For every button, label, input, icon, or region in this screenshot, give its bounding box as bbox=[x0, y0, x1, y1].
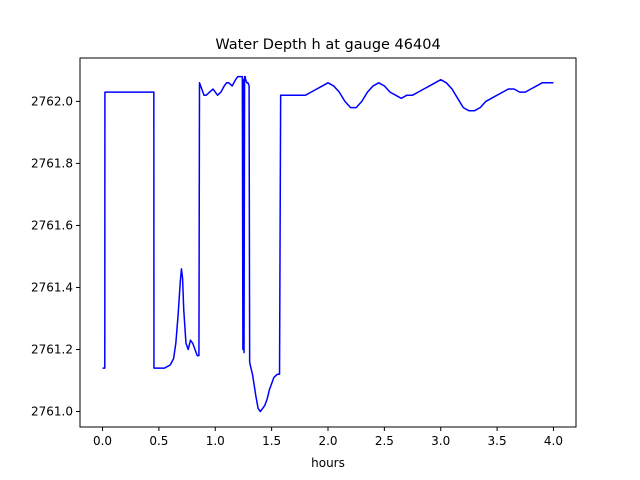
y-tick-label: 2761.6 bbox=[31, 218, 73, 232]
plot-background bbox=[80, 58, 576, 427]
y-tick-label: 2761.4 bbox=[31, 280, 73, 294]
x-tick-label: 2.5 bbox=[375, 434, 394, 448]
x-tick-label: 2.0 bbox=[318, 434, 337, 448]
x-axis-label: hours bbox=[311, 456, 345, 470]
x-tick-label: 4.0 bbox=[544, 434, 563, 448]
y-tick-label: 2762.0 bbox=[31, 94, 73, 108]
x-tick-label: 3.0 bbox=[431, 434, 450, 448]
x-axis: 0.0 0.5 1.0 1.5 2.0 2.5 3.0 3.5 4.0 bbox=[93, 427, 563, 448]
x-tick-label: 1.5 bbox=[262, 434, 281, 448]
series-layer bbox=[102, 75, 554, 413]
x-tick-label: 0.5 bbox=[149, 434, 168, 448]
x-tick-label: 0.0 bbox=[93, 434, 112, 448]
x-tick-label: 3.5 bbox=[488, 434, 507, 448]
plot-area bbox=[79, 57, 577, 428]
x-tick-label: 1.0 bbox=[206, 434, 225, 448]
y-tick-label: 2761.8 bbox=[31, 156, 73, 170]
series-line-0 bbox=[102, 75, 554, 413]
y-tick-label: 2761.0 bbox=[31, 404, 73, 418]
y-axis: 2761.0 2761.2 2761.4 2761.6 2761.8 2762.0 bbox=[31, 94, 80, 418]
y-tick-label: 2761.2 bbox=[31, 342, 73, 356]
chart-title: Water Depth h at gauge 46404 bbox=[215, 37, 440, 53]
